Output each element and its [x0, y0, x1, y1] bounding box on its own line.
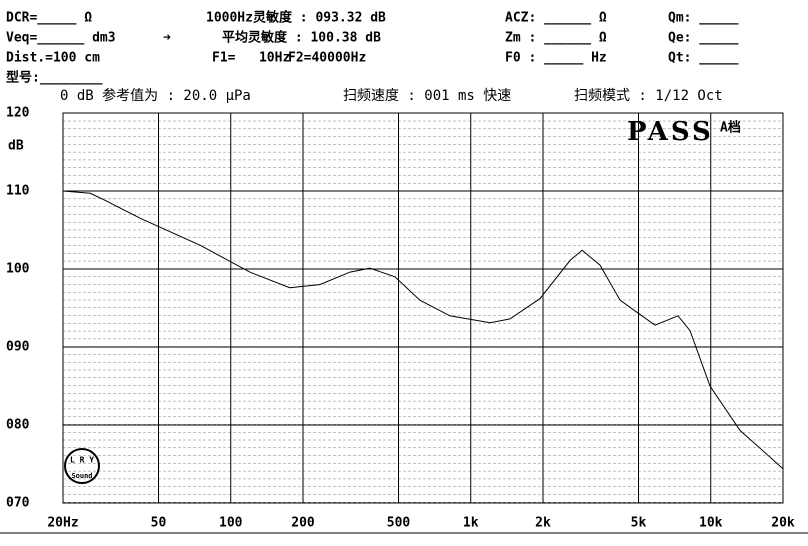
annotation: 1000Hz灵敏度 : 093.32 dB — [206, 10, 386, 26]
annotation: Qt: _____ — [668, 51, 739, 66]
y-tick-label: 120 — [6, 106, 30, 121]
y-tick-label: 070 — [6, 496, 30, 511]
annotation: Zm : ______ Ω — [505, 31, 607, 46]
annotation: F2=40000Hz — [288, 51, 366, 66]
annotation: PASS — [627, 117, 714, 147]
x-tick-label: 20Hz — [47, 516, 78, 531]
x-tick-label: 20k — [771, 516, 795, 531]
annotation: 扫频模式 : 1/12 Oct — [574, 88, 723, 104]
annotation: 扫频速度 : 001 ms 快速 — [343, 88, 511, 104]
annotation: 型号:________ — [6, 70, 103, 86]
annotation: F0 : _____ Hz — [505, 51, 607, 66]
y-axis-label: dB — [8, 139, 24, 154]
minor-grid — [63, 113, 783, 503]
y-tick-label: 080 — [6, 418, 30, 433]
response-curve — [62, 190, 784, 470]
annotation: 平均灵敏度 : 100.38 dB — [222, 30, 381, 46]
annotation: Sound — [71, 472, 92, 480]
x-tick-label: 50 — [151, 516, 167, 531]
annotation: L R Y — [70, 456, 94, 465]
x-tick-label: 200 — [291, 516, 315, 531]
annotation: Dist.=100 cm — [6, 51, 100, 66]
annotation: Qm: _____ — [668, 11, 739, 26]
x-tick-label: 2k — [535, 516, 551, 531]
x-tick-label: 500 — [387, 516, 411, 531]
logo — [64, 448, 100, 484]
x-tick-label: 100 — [219, 516, 243, 531]
annotation: F1= 10Hz — [212, 51, 290, 66]
annotation: 0 dB 参考值为 : 20.0 μPa — [60, 87, 251, 104]
x-tick-label: 10k — [699, 516, 723, 531]
y-tick-label: 110 — [6, 184, 30, 199]
annotation: Veq=______ dm3 — [6, 31, 116, 46]
annotation: DCR=_____ Ω — [6, 11, 92, 26]
annotation: A档 — [720, 120, 741, 136]
x-tick-label: 5k — [631, 516, 647, 531]
annotation: ACZ: ______ Ω — [505, 11, 607, 26]
annotation: Qe: _____ — [668, 31, 739, 46]
y-tick-label: 090 — [6, 340, 30, 355]
x-tick-label: 1k — [463, 516, 479, 531]
y-tick-label: 100 — [6, 262, 30, 277]
annotation: ➜ — [163, 31, 171, 46]
